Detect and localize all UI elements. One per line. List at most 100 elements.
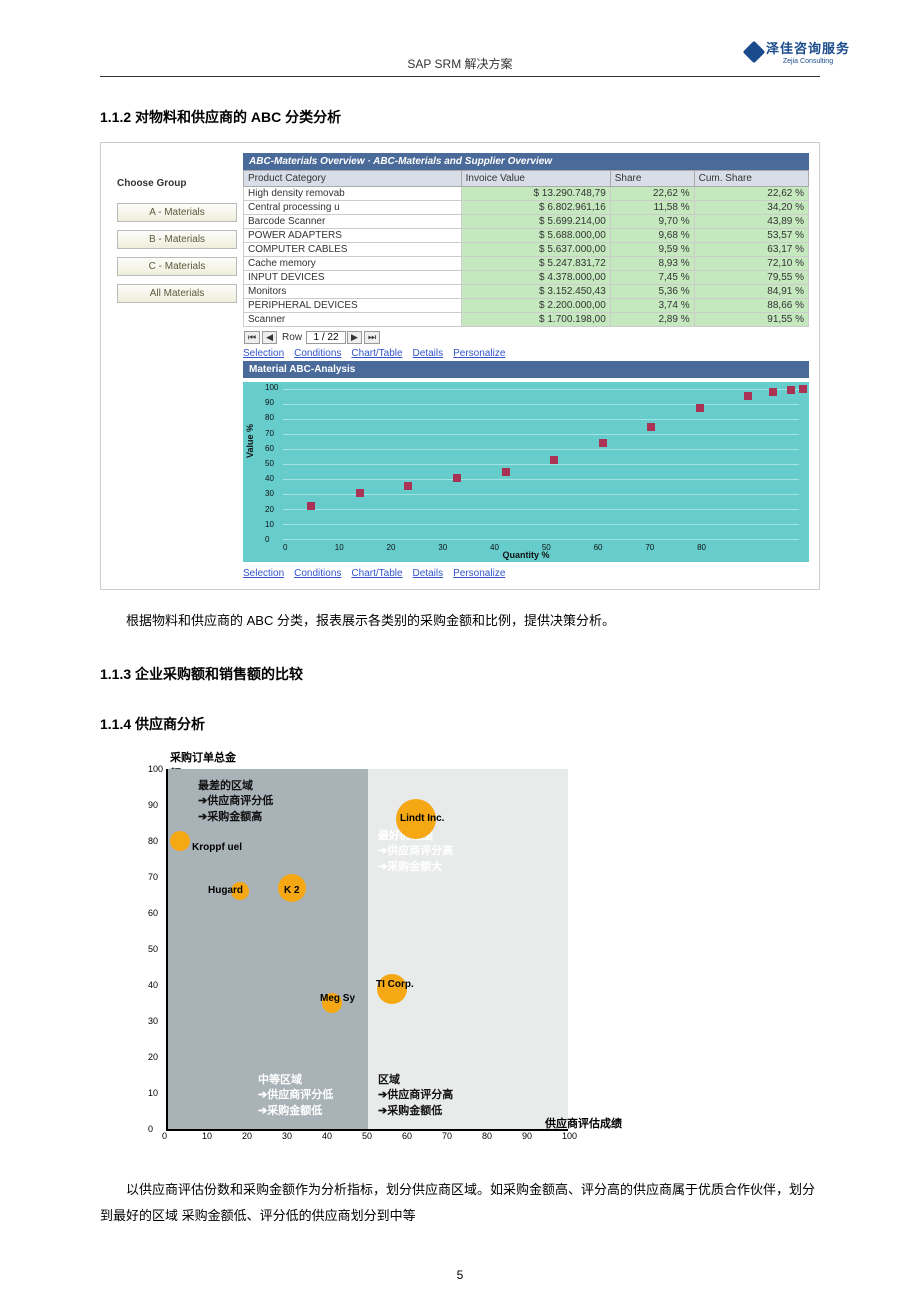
action-links-row: Selection Conditions Chart/Table Details Per… bbox=[243, 348, 809, 359]
quad-ytick: 0 bbox=[148, 1124, 153, 1134]
table-row: COMPUTER CABLES$ 5.637.000,009,59 %63,17… bbox=[244, 243, 809, 257]
table-cell: 22,62 % bbox=[610, 187, 694, 201]
action-link[interactable]: Selection bbox=[243, 568, 284, 579]
group-button[interactable]: C - Materials bbox=[117, 257, 237, 276]
row-control: ⏮ ◀ Row ▶ ⏭ bbox=[243, 331, 809, 344]
chart-ytick: 100 bbox=[265, 383, 278, 392]
table-cell: Cache memory bbox=[244, 257, 462, 271]
chart-xtick: 60 bbox=[594, 543, 603, 552]
chart-ytick: 90 bbox=[265, 398, 274, 407]
table-cell: 8,93 % bbox=[610, 257, 694, 271]
action-link[interactable]: Personalize bbox=[453, 348, 505, 359]
table-cell: 5,36 % bbox=[610, 285, 694, 299]
quad-xtick: 40 bbox=[322, 1131, 332, 1141]
logo: 泽佳咨询服务 Zejia Consulting bbox=[746, 38, 850, 65]
chart-ylabel: Value % bbox=[245, 424, 255, 458]
action-link[interactable]: Chart/Table bbox=[351, 568, 402, 579]
table-cell: $ 5.247.831,72 bbox=[461, 257, 610, 271]
prev-page-icon[interactable]: ◀ bbox=[262, 331, 277, 344]
overview-title-bar: ABC-Materials Overview · ABC-Materials a… bbox=[243, 153, 809, 170]
chart-point bbox=[550, 456, 558, 464]
chart-point bbox=[502, 468, 510, 476]
table-cell: $ 4.378.000,00 bbox=[461, 271, 610, 285]
group-button[interactable]: A - Materials bbox=[117, 203, 237, 222]
table-cell: 34,20 % bbox=[694, 201, 808, 215]
table-header: Invoice Value bbox=[461, 171, 610, 187]
choose-group-title: Choose Group bbox=[117, 178, 237, 189]
chart-ytick: 0 bbox=[265, 535, 269, 544]
table-cell: POWER ADAPTERS bbox=[244, 229, 462, 243]
quad-ytick: 90 bbox=[148, 800, 158, 810]
quad-xtick: 60 bbox=[402, 1131, 412, 1141]
table-cell: Central processing u bbox=[244, 201, 462, 215]
chart-point bbox=[356, 489, 364, 497]
supplier-quadrant-chart: 采购订单总金额 最差的区域➔供应商评分低➔采购金额高 最好的范围➔供应商评分高➔… bbox=[130, 749, 580, 1159]
supplier-label: Lindt Inc. bbox=[400, 813, 444, 824]
table-row: High density removab$ 13.290.748,7922,62… bbox=[244, 187, 809, 201]
row-input[interactable] bbox=[306, 331, 346, 344]
chart-point bbox=[696, 404, 704, 412]
chart-ytick: 60 bbox=[265, 444, 274, 453]
chart-point bbox=[453, 474, 461, 482]
chart-xtick: 0 bbox=[283, 543, 287, 552]
supplier-label: Hugard bbox=[208, 885, 243, 896]
chart-ytick: 70 bbox=[265, 429, 274, 438]
table-cell: Monitors bbox=[244, 285, 462, 299]
table-cell: $ 13.290.748,79 bbox=[461, 187, 610, 201]
table-row: Scanner$ 1.700.198,002,89 %91,55 % bbox=[244, 313, 809, 327]
action-link[interactable]: Selection bbox=[243, 348, 284, 359]
action-link[interactable]: Details bbox=[413, 348, 444, 359]
table-row: Monitors$ 3.152.450,435,36 %84,91 % bbox=[244, 285, 809, 299]
table-cell: 88,66 % bbox=[694, 299, 808, 313]
action-links-row-2: Selection Conditions Chart/Table Details Per… bbox=[243, 568, 809, 579]
chart-xtick: 70 bbox=[645, 543, 654, 552]
chart-xtick: 50 bbox=[542, 543, 551, 552]
action-link[interactable]: Details bbox=[413, 568, 444, 579]
chart-point bbox=[769, 388, 777, 396]
chart-xtick: 10 bbox=[335, 543, 344, 552]
table-row: INPUT DEVICES$ 4.378.000,007,45 %79,55 % bbox=[244, 271, 809, 285]
chart-point bbox=[799, 385, 807, 393]
chart-ytick: 30 bbox=[265, 489, 274, 498]
paragraph-supplier: 以供应商评估份数和采购金额作为分析指标，划分供应商区域。如采购金额高、评分高的供… bbox=[100, 1177, 820, 1229]
group-button[interactable]: All Materials bbox=[117, 284, 237, 303]
quad-plot-area: 最差的区域➔供应商评分低➔采购金额高 最好的范围➔供应商评分高➔采购金额大 中等… bbox=[166, 769, 568, 1131]
table-cell: 3,74 % bbox=[610, 299, 694, 313]
table-cell: 22,62 % bbox=[694, 187, 808, 201]
action-link[interactable]: Conditions bbox=[294, 568, 341, 579]
table-cell: 53,57 % bbox=[694, 229, 808, 243]
quad-xtick: 10 bbox=[202, 1131, 212, 1141]
first-page-icon[interactable]: ⏮ bbox=[244, 331, 260, 344]
table-cell: 91,55 % bbox=[694, 313, 808, 327]
table-row: Cache memory$ 5.247.831,728,93 %72,10 % bbox=[244, 257, 809, 271]
last-page-icon[interactable]: ⏭ bbox=[364, 331, 380, 344]
table-cell: COMPUTER CABLES bbox=[244, 243, 462, 257]
table-cell: $ 1.700.198,00 bbox=[461, 313, 610, 327]
action-link[interactable]: Chart/Table bbox=[351, 348, 402, 359]
supplier-label: Meg Sy bbox=[320, 993, 355, 1004]
chart-xtick: 30 bbox=[438, 543, 447, 552]
logo-sub: Zejia Consulting bbox=[766, 58, 850, 65]
next-page-icon[interactable]: ▶ bbox=[347, 331, 362, 344]
table-cell: 43,89 % bbox=[694, 215, 808, 229]
table-cell: 2,89 % bbox=[610, 313, 694, 327]
chart-point bbox=[744, 392, 752, 400]
table-cell: $ 5.688.000,00 bbox=[461, 229, 610, 243]
table-cell: $ 5.637.000,00 bbox=[461, 243, 610, 257]
quad-ytick: 80 bbox=[148, 836, 158, 846]
group-button[interactable]: B - Materials bbox=[117, 230, 237, 249]
table-cell: 7,45 % bbox=[610, 271, 694, 285]
table-header: Cum. Share bbox=[694, 171, 808, 187]
table-row: Barcode Scanner$ 5.699.214,009,70 %43,89… bbox=[244, 215, 809, 229]
chart-ytick: 10 bbox=[265, 520, 274, 529]
table-row: PERIPHERAL DEVICES$ 2.200.000,003,74 %88… bbox=[244, 299, 809, 313]
table-row: POWER ADAPTERS$ 5.688.000,009,68 %53,57 … bbox=[244, 229, 809, 243]
action-link[interactable]: Personalize bbox=[453, 568, 505, 579]
table-cell: $ 5.699.214,00 bbox=[461, 215, 610, 229]
quad-ytick: 40 bbox=[148, 980, 158, 990]
action-link[interactable]: Conditions bbox=[294, 348, 341, 359]
table-cell: 72,10 % bbox=[694, 257, 808, 271]
table-cell: $ 3.152.450,43 bbox=[461, 285, 610, 299]
quad-xtick: 90 bbox=[522, 1131, 532, 1141]
quad-xtick: 70 bbox=[442, 1131, 452, 1141]
